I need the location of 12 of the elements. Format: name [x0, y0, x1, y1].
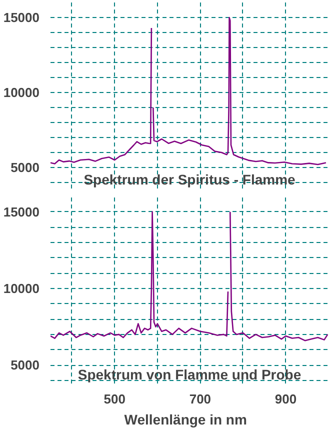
x-axis-title: Wellenlänge in nm: [124, 412, 247, 428]
text: Spektrum von Flamme und Probe: [78, 366, 302, 382]
x-tick-label: 900: [274, 392, 297, 406]
y-tick-label: 15000: [3, 204, 40, 220]
y-tick-label: 10000: [3, 85, 40, 100]
y-tick-label: 5000: [10, 358, 40, 373]
text: Spektrum der Spiritus - Flamme: [84, 172, 296, 188]
x-tick-label: 500: [104, 392, 126, 406]
y-tick-label: 15000: [3, 10, 40, 25]
x-tick-label: 700: [189, 392, 212, 406]
y-tick-label: 5000: [10, 160, 40, 175]
y-tick-label: 10000: [3, 280, 40, 296]
